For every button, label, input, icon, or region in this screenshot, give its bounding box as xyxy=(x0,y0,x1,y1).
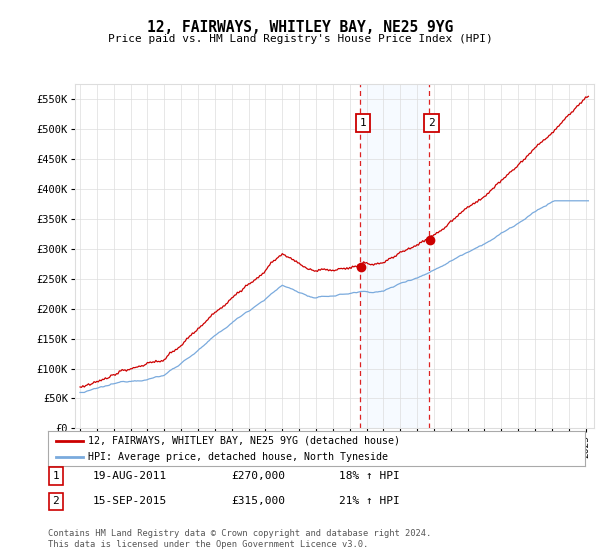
Text: 21% ↑ HPI: 21% ↑ HPI xyxy=(339,496,400,506)
Text: HPI: Average price, detached house, North Tyneside: HPI: Average price, detached house, Nort… xyxy=(88,451,388,461)
Text: 19-AUG-2011: 19-AUG-2011 xyxy=(93,471,167,481)
Text: 12, FAIRWAYS, WHITLEY BAY, NE25 9YG: 12, FAIRWAYS, WHITLEY BAY, NE25 9YG xyxy=(147,20,453,35)
Text: 1: 1 xyxy=(52,471,59,481)
Text: 15-SEP-2015: 15-SEP-2015 xyxy=(93,496,167,506)
Bar xyxy=(360,84,429,428)
Text: 1: 1 xyxy=(359,118,366,128)
Text: £270,000: £270,000 xyxy=(231,471,285,481)
Text: 18% ↑ HPI: 18% ↑ HPI xyxy=(339,471,400,481)
Text: Contains HM Land Registry data © Crown copyright and database right 2024.
This d: Contains HM Land Registry data © Crown c… xyxy=(48,529,431,549)
Text: 2: 2 xyxy=(428,118,435,128)
Text: £315,000: £315,000 xyxy=(231,496,285,506)
Text: 12, FAIRWAYS, WHITLEY BAY, NE25 9YG (detached house): 12, FAIRWAYS, WHITLEY BAY, NE25 9YG (det… xyxy=(88,436,400,446)
Text: Price paid vs. HM Land Registry's House Price Index (HPI): Price paid vs. HM Land Registry's House … xyxy=(107,34,493,44)
Text: 2: 2 xyxy=(52,496,59,506)
